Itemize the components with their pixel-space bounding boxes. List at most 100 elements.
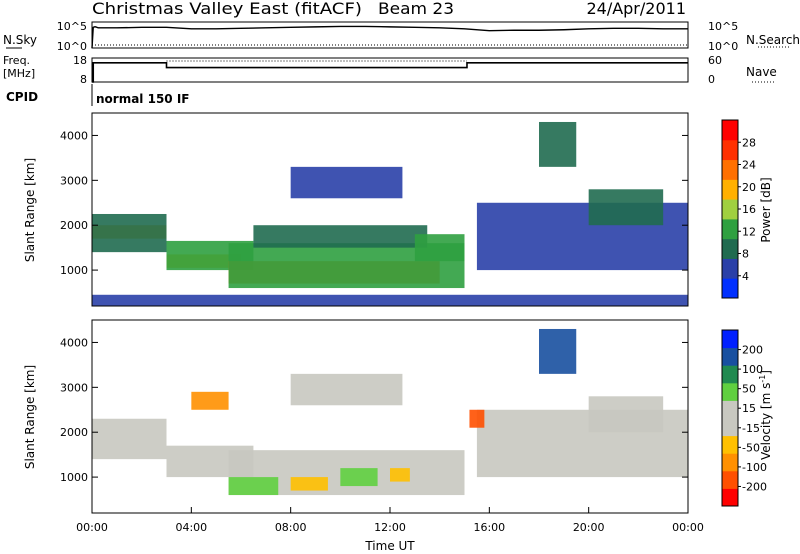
velocity-colorbar: -200 -100 -50 -15 15 50 100 200 bbox=[721, 329, 767, 507]
velocity-colorbar-tick-label-3: -15 bbox=[742, 422, 760, 435]
velocity-colorbar-segment-7 bbox=[722, 365, 738, 384]
velocity-ytick-label-0: 1000 bbox=[60, 471, 88, 484]
velocity-colorbar-segment-8 bbox=[722, 347, 738, 366]
velocity-colorbar-frame bbox=[721, 329, 739, 507]
time-xtick-label-1: 04:00 bbox=[175, 521, 207, 534]
nsearch-right-label: N.Search bbox=[746, 33, 800, 47]
nave-right-label: Nave bbox=[746, 65, 777, 79]
velocity-region-9 bbox=[469, 409, 485, 428]
time-xtick-label-3: 12:00 bbox=[374, 521, 406, 534]
time-xtick-label-5: 20:00 bbox=[573, 521, 605, 534]
freq-label-line1: Freq. bbox=[3, 54, 30, 67]
nsky-series-line-0 bbox=[91, 25, 688, 49]
power-colorbar-segment-5 bbox=[722, 179, 738, 200]
velocity-region-0 bbox=[92, 418, 167, 460]
power-panel-frame bbox=[91, 112, 689, 307]
velocity-colorbar-tick-label-0: -200 bbox=[742, 480, 767, 493]
power-colorbar-tick-label-3: 16 bbox=[742, 203, 756, 216]
power-colorbar-tick-label-5: 24 bbox=[742, 159, 756, 172]
time-xtick-label-2: 08:00 bbox=[275, 521, 307, 534]
power-ylabel: Slant Range [km] bbox=[23, 158, 37, 262]
velocity-colorbar-label: Velocity [m s-1] bbox=[758, 370, 773, 460]
velocity-colorbar-segment-5 bbox=[722, 400, 738, 419]
freq-panel-frame bbox=[91, 57, 689, 83]
power-ytick-label-1: 2000 bbox=[60, 219, 88, 232]
velocity-colorbar-tick-label-2: -50 bbox=[742, 441, 760, 454]
power-region-6 bbox=[253, 225, 428, 248]
power-region-10 bbox=[539, 121, 577, 167]
velocity-colorbar-segment-2 bbox=[722, 453, 738, 472]
velocity-ytick-label-1: 2000 bbox=[60, 426, 88, 439]
power-colorbar-segment-7 bbox=[722, 139, 738, 161]
cpid-label: CPID bbox=[6, 90, 38, 104]
velocity-y-ticks: 1000 2000 3000 4000 bbox=[60, 336, 688, 484]
velocity-colorbar-tick-label-6: 100 bbox=[742, 363, 763, 376]
velocity-ytick-label-2: 3000 bbox=[60, 381, 88, 394]
power-colorbar-segment-1 bbox=[722, 258, 738, 279]
velocity-colorbar-tick-label-4: 15 bbox=[742, 402, 756, 415]
power-colorbar-segment-4 bbox=[722, 199, 738, 220]
power-colorbar-segment-3 bbox=[722, 218, 738, 240]
power-colorbar-label: Power [dB] bbox=[759, 177, 773, 242]
power-colorbar-segment-0 bbox=[722, 278, 738, 299]
power-region-8 bbox=[414, 234, 465, 262]
nsky-tick-bottom: 10^0 bbox=[57, 40, 87, 53]
velocity-label-end: ] bbox=[759, 370, 773, 375]
power-y-ticks: 1000 2000 3000 4000 bbox=[60, 129, 688, 277]
velocity-colorbar-segment-1 bbox=[722, 470, 738, 489]
power-colorbar-tick-label-4: 20 bbox=[742, 181, 756, 194]
velocity-region-6 bbox=[390, 468, 410, 482]
power-colorbar-segment-2 bbox=[722, 238, 738, 259]
velocity-colorbar-segment-9 bbox=[722, 330, 738, 349]
power-colorbar-segment-6 bbox=[722, 159, 738, 180]
velocity-heatmap bbox=[92, 328, 688, 496]
freq-series-line-0 bbox=[92, 61, 688, 83]
power-ytick-label-2: 3000 bbox=[60, 174, 88, 187]
cpid-value: normal 150 IF bbox=[96, 92, 190, 106]
velocity-x-ticks: 00:00 04:00 08:00 12:00 16:00 20:00 00:00 bbox=[76, 507, 704, 534]
date-title: 24/Apr/2011 bbox=[586, 0, 686, 18]
velocity-colorbar-tick-label-5: 50 bbox=[742, 383, 756, 396]
power-region-7 bbox=[290, 166, 403, 199]
freq-label-line2: [MHz] bbox=[3, 67, 35, 80]
power-ytick-label-0: 1000 bbox=[60, 264, 88, 277]
power-ytick-label-3: 4000 bbox=[60, 129, 88, 142]
power-colorbar-tick-label-1: 8 bbox=[742, 248, 749, 261]
nsky-left-label: N.Sky bbox=[3, 33, 37, 47]
freq-tick-8: 8 bbox=[80, 73, 87, 86]
nsky-tick-top: 10^5 bbox=[57, 20, 87, 33]
velocity-colorbar-segment-6 bbox=[722, 382, 738, 401]
time-xtick-label-6: 00:00 bbox=[672, 521, 704, 534]
nsky-plot-area bbox=[91, 25, 688, 49]
freq-plot-area bbox=[92, 60, 688, 83]
power-region-1 bbox=[92, 213, 167, 253]
nsky-panel-frame bbox=[91, 21, 689, 49]
power-colorbar: 4 8 12 16 20 24 28 bbox=[721, 119, 756, 299]
velocity-colorbar-segment-0 bbox=[722, 488, 738, 507]
freq-tick-18: 18 bbox=[73, 54, 87, 67]
velocity-region-4 bbox=[290, 477, 328, 491]
nsky-tick-top-right: 10^5 bbox=[708, 20, 738, 33]
velocity-region-5 bbox=[340, 468, 378, 487]
velocity-colorbar-segment-3 bbox=[722, 435, 738, 454]
power-heatmap bbox=[92, 121, 688, 306]
power-colorbar-segment-8 bbox=[722, 120, 738, 141]
nave-tick-60: 60 bbox=[708, 54, 722, 67]
velocity-ylabel: Slant Range [km] bbox=[23, 365, 37, 469]
velocity-colorbar-tick-label-1: -100 bbox=[742, 461, 767, 474]
power-colorbar-tick-label-6: 28 bbox=[742, 136, 756, 149]
velocity-label-main: Velocity [m s bbox=[759, 383, 773, 460]
power-region-11 bbox=[588, 189, 664, 226]
velocity-label-sup: -1 bbox=[758, 375, 767, 383]
velocity-colorbar-segment-4 bbox=[722, 418, 738, 437]
time-xtick-label-0: 00:00 bbox=[76, 521, 108, 534]
velocity-region-7 bbox=[290, 373, 403, 406]
time-xtick-label-4: 16:00 bbox=[473, 521, 505, 534]
nave-tick-0: 0 bbox=[708, 73, 715, 86]
velocity-ytick-label-3: 4000 bbox=[60, 336, 88, 349]
power-colorbar-tick-label-0: 4 bbox=[742, 270, 749, 283]
velocity-colorbar-tick-label-7: 200 bbox=[742, 344, 763, 357]
time-xlabel: Time UT bbox=[364, 539, 415, 553]
power-region-12 bbox=[92, 294, 688, 306]
